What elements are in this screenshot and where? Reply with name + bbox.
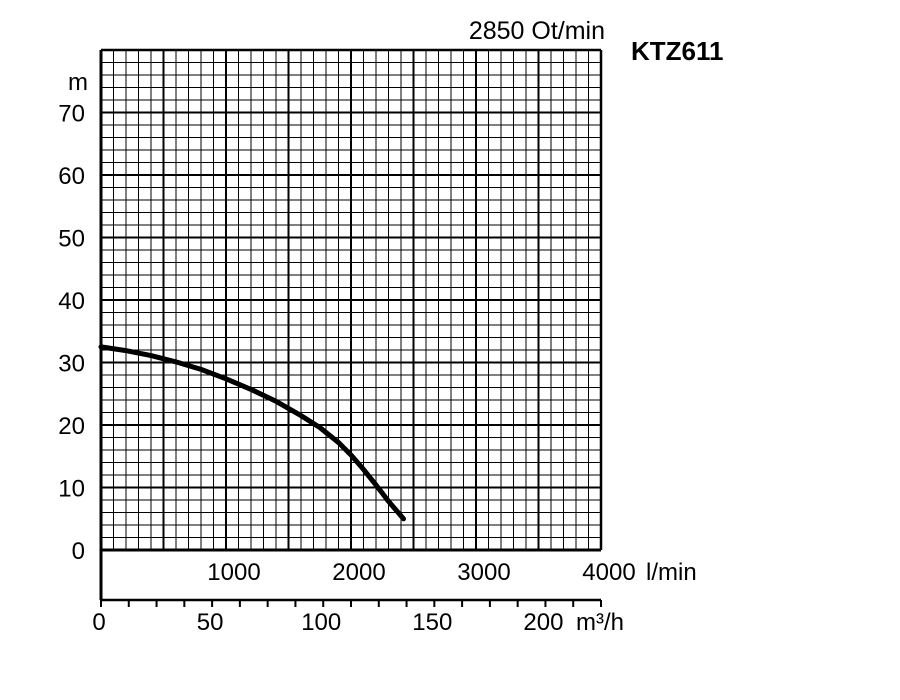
x-tick-label: 4000 bbox=[582, 559, 635, 586]
y-tick-label: 60 bbox=[58, 163, 85, 190]
x2-axis-label: m³/h bbox=[576, 609, 624, 636]
x-tick-label: 2000 bbox=[332, 559, 385, 586]
series-curve bbox=[98, 344, 406, 522]
chart-title: KTZ611 bbox=[631, 36, 724, 66]
chart-subtitle: 2850 Ot/min bbox=[469, 17, 605, 45]
x2-tick-label: 100 bbox=[301, 609, 341, 636]
x-tick-labels: 1000 2000 3000 4000 bbox=[207, 559, 635, 586]
x-axis-label: l/min bbox=[646, 559, 697, 586]
x2-tick-label: 0 bbox=[92, 609, 105, 636]
y-axis-label: m bbox=[68, 69, 88, 96]
x2-tick-label: 150 bbox=[412, 609, 452, 636]
y-tick-labels: 0 10 20 30 40 50 60 70 bbox=[58, 101, 85, 566]
x2-tick-label: 200 bbox=[523, 609, 563, 636]
x2-tick-label: 50 bbox=[197, 609, 224, 636]
x-tick-label: 1000 bbox=[207, 559, 260, 586]
y-tick-label: 50 bbox=[58, 226, 85, 253]
x2-tick-labels: 0 50 100 150 200 bbox=[92, 609, 563, 636]
y-tick-label: 70 bbox=[58, 101, 85, 128]
y-tick-label: 30 bbox=[58, 351, 85, 378]
y-tick-label: 10 bbox=[58, 476, 85, 503]
chart-grid bbox=[99, 48, 603, 607]
y-tick-label: 0 bbox=[72, 538, 85, 565]
y-tick-label: 20 bbox=[58, 413, 85, 440]
y-tick-label: 40 bbox=[58, 288, 85, 315]
x-tick-label: 3000 bbox=[457, 559, 510, 586]
